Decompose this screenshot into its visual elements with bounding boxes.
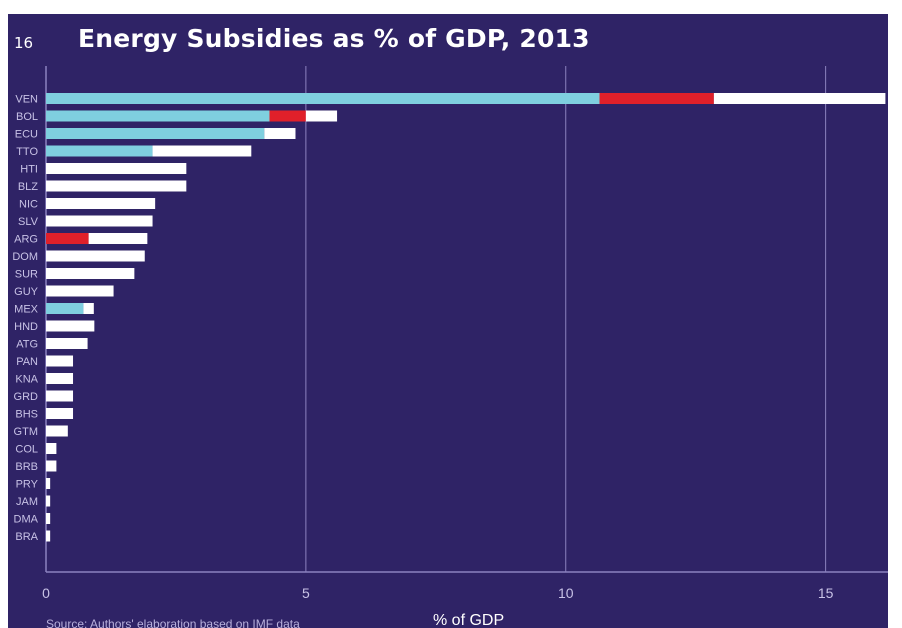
x-axis-title: % of GDP [433, 612, 505, 628]
y-tick-label-sur: SUR [15, 269, 38, 281]
y-tick-label-guy: GUY [14, 286, 39, 298]
bar-hti-s2 [46, 163, 187, 174]
y-tick-label-ven: VEN [15, 94, 38, 106]
y-tick-label-ecu: ECU [15, 129, 38, 141]
chart-title: Energy Subsidies as % of GDP, 2013 [78, 24, 590, 53]
y-tick-label-pry: PRY [16, 479, 39, 491]
y-tick-label-bra: BRA [15, 531, 38, 543]
y-tick-label-bhs: BHS [15, 409, 38, 421]
y-tick-label-mex: MEX [14, 304, 39, 316]
y-tick-label-tto: TTO [16, 146, 38, 158]
source-note: Source: Authors' elaboration based on IM… [46, 617, 300, 628]
bar-mex-s2 [83, 303, 94, 314]
bar-ven-s0 [46, 93, 600, 104]
bar-gtm-s2 [46, 425, 68, 437]
bar-ecu-s2 [264, 128, 296, 139]
bar-mex-s0 [46, 303, 84, 314]
y-tick-label-jam: JAM [16, 496, 38, 508]
bar-jam-s2 [46, 495, 51, 507]
y-tick-label-hti: HTI [20, 164, 38, 176]
y-tick-label-dom: DOM [12, 251, 38, 263]
bar-tto-s0 [46, 145, 153, 157]
bar-kna-s2 [46, 373, 74, 384]
bar-brb-s2 [46, 460, 57, 472]
y-tick-label-blz: BLZ [18, 181, 38, 193]
bar-hnd-s2 [46, 320, 95, 332]
bar-dma-s2 [46, 513, 51, 524]
y-tick-label-hnd: HND [14, 321, 38, 333]
y-tick-label-kna: KNA [15, 374, 38, 386]
bar-arg-s1 [46, 233, 89, 244]
y-tick-label-dma: DMA [14, 514, 39, 526]
y-tick-label-gtm: GTM [14, 426, 38, 438]
x-tick-label-10: 10 [558, 585, 574, 601]
bar-slv-s2 [46, 215, 153, 227]
bar-pry-s2 [46, 478, 51, 489]
bar-ecu-s0 [46, 128, 265, 139]
bar-col-s2 [46, 443, 57, 454]
bar-grd-s2 [46, 390, 74, 402]
y-tick-label-col: COL [15, 444, 38, 456]
bar-bol-s0 [46, 110, 270, 122]
y-tick-label-grd: GRD [14, 391, 39, 403]
x-tick-label-15: 15 [818, 585, 834, 601]
bar-tto-s2 [152, 145, 252, 157]
bar-bhs-s2 [46, 408, 74, 419]
bar-bol-s1 [269, 110, 306, 122]
bar-bol-s2 [305, 110, 338, 122]
chart-plot: 0 5 10 15 VEN BOL ECU TTO HTI BLZ NIC SLV ARG DOM SUR G… [12, 66, 888, 601]
bar-ven-s2 [713, 93, 886, 104]
bar-pan-s2 [46, 355, 74, 367]
y-tick-label-bol: BOL [16, 111, 38, 123]
x-tick-label-5: 5 [302, 585, 310, 601]
y-tick-label-slv: SLV [18, 216, 39, 228]
y-tick-label-arg: ARG [14, 234, 38, 246]
bar-guy-s2 [46, 285, 114, 297]
figure-number: 16 [14, 34, 34, 52]
bar-dom-s2 [46, 250, 145, 262]
y-tick-label-atg: ATG [16, 339, 38, 351]
bar-sur-s2 [46, 268, 135, 279]
bar-atg-s2 [46, 338, 88, 349]
y-tick-label-nic: NIC [19, 199, 38, 211]
x-tick-label-0: 0 [42, 585, 50, 601]
y-tick-label-pan: PAN [16, 356, 38, 368]
bar-ven-s1 [599, 93, 714, 104]
y-tick-label-brb: BRB [15, 461, 38, 473]
bar-blz-s2 [46, 180, 187, 192]
bar-arg-s2 [88, 233, 148, 244]
bar-bra-s2 [46, 530, 51, 542]
bar-nic-s2 [46, 198, 156, 209]
chart-frame: 16 Energy Subsidies as % of GDP, 2013 0 5… [8, 14, 888, 628]
